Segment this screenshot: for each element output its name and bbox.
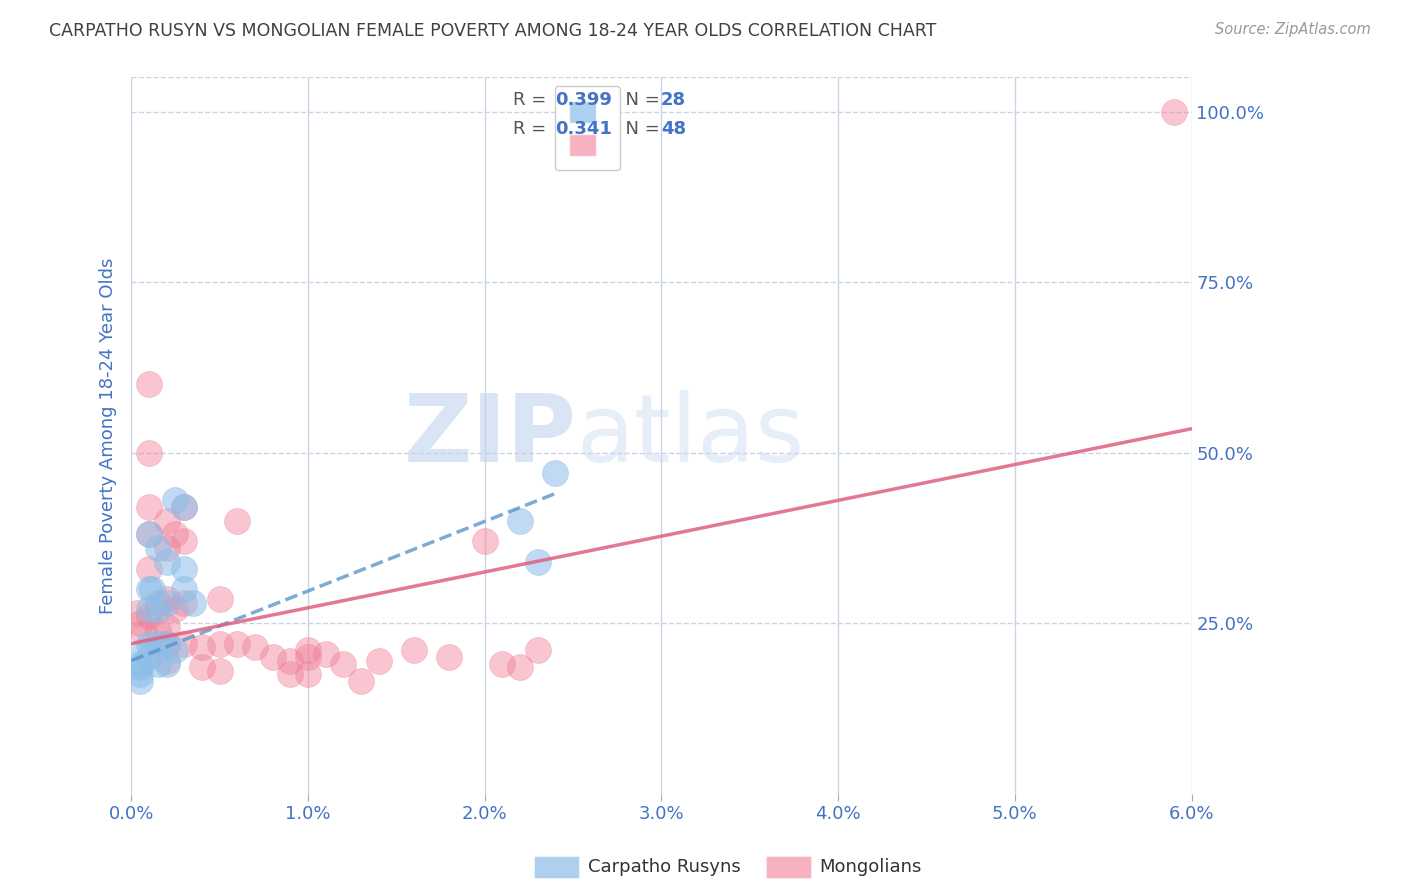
Point <box>155 637 177 651</box>
Point <box>146 623 169 637</box>
Point <box>1163 104 1185 119</box>
Point <box>165 643 187 657</box>
Point <box>350 674 373 689</box>
Point <box>402 643 425 657</box>
Point <box>181 596 204 610</box>
Point <box>155 637 177 651</box>
Point <box>138 609 160 624</box>
Point <box>138 602 160 616</box>
Point <box>155 619 177 633</box>
Point <box>526 555 548 569</box>
Point <box>129 616 152 631</box>
Point <box>138 527 160 541</box>
Point <box>155 657 177 671</box>
Point <box>141 582 163 596</box>
Point <box>173 500 195 515</box>
Point <box>332 657 354 671</box>
Point <box>138 582 160 596</box>
Point <box>155 514 177 528</box>
Point <box>243 640 266 654</box>
Point <box>138 527 160 541</box>
Point <box>173 534 195 549</box>
Point <box>155 592 177 607</box>
Point <box>278 654 301 668</box>
Point <box>315 647 337 661</box>
Point <box>297 667 319 681</box>
Point <box>491 657 513 671</box>
Text: 0.341: 0.341 <box>555 120 612 138</box>
Point <box>155 541 177 555</box>
Point <box>146 637 169 651</box>
Point <box>262 650 284 665</box>
Text: atlas: atlas <box>576 390 804 482</box>
Point <box>155 555 177 569</box>
Text: N =: N = <box>614 120 666 138</box>
Point <box>132 626 155 640</box>
Point <box>129 657 152 671</box>
Point <box>173 582 195 596</box>
Point <box>138 650 160 665</box>
Point <box>208 592 231 607</box>
Point <box>439 650 461 665</box>
Point <box>297 650 319 665</box>
Point <box>509 660 531 674</box>
Point <box>165 493 187 508</box>
Point <box>138 500 160 515</box>
Point <box>146 657 169 671</box>
Point <box>173 637 195 651</box>
Text: N =: N = <box>614 91 666 109</box>
Point <box>129 674 152 689</box>
Point <box>208 637 231 651</box>
Point <box>134 643 156 657</box>
Text: 48: 48 <box>661 120 686 138</box>
Point <box>526 643 548 657</box>
Point <box>165 527 187 541</box>
Text: ZIP: ZIP <box>404 390 576 482</box>
Point <box>278 667 301 681</box>
Point <box>544 466 567 480</box>
Legend: , : , <box>555 87 620 170</box>
Point <box>226 637 249 651</box>
Text: Carpatho Rusyns: Carpatho Rusyns <box>588 858 741 876</box>
Point <box>474 534 496 549</box>
Text: 0.399: 0.399 <box>555 91 612 109</box>
Point <box>138 445 160 459</box>
Point <box>129 667 152 681</box>
Point <box>125 606 148 620</box>
Text: Mongolians: Mongolians <box>820 858 922 876</box>
Point <box>129 660 152 674</box>
Point <box>146 541 169 555</box>
Text: Source: ZipAtlas.com: Source: ZipAtlas.com <box>1215 22 1371 37</box>
Point <box>173 561 195 575</box>
Point <box>173 500 195 515</box>
Point <box>146 596 169 610</box>
Point <box>155 596 177 610</box>
Text: 28: 28 <box>661 91 686 109</box>
Point <box>165 602 187 616</box>
Point <box>208 664 231 678</box>
Point <box>191 640 214 654</box>
Point <box>509 514 531 528</box>
Point <box>138 637 160 651</box>
Point <box>367 654 389 668</box>
Y-axis label: Female Poverty Among 18-24 Year Olds: Female Poverty Among 18-24 Year Olds <box>100 258 117 614</box>
Text: R =: R = <box>513 120 553 138</box>
Point <box>155 654 177 668</box>
Text: R =: R = <box>513 91 553 109</box>
Point <box>146 602 169 616</box>
Point <box>138 561 160 575</box>
Point <box>191 660 214 674</box>
Point <box>173 596 195 610</box>
Point <box>138 377 160 392</box>
Text: CARPATHO RUSYN VS MONGOLIAN FEMALE POVERTY AMONG 18-24 YEAR OLDS CORRELATION CHA: CARPATHO RUSYN VS MONGOLIAN FEMALE POVER… <box>49 22 936 40</box>
Point <box>297 643 319 657</box>
Point <box>226 514 249 528</box>
